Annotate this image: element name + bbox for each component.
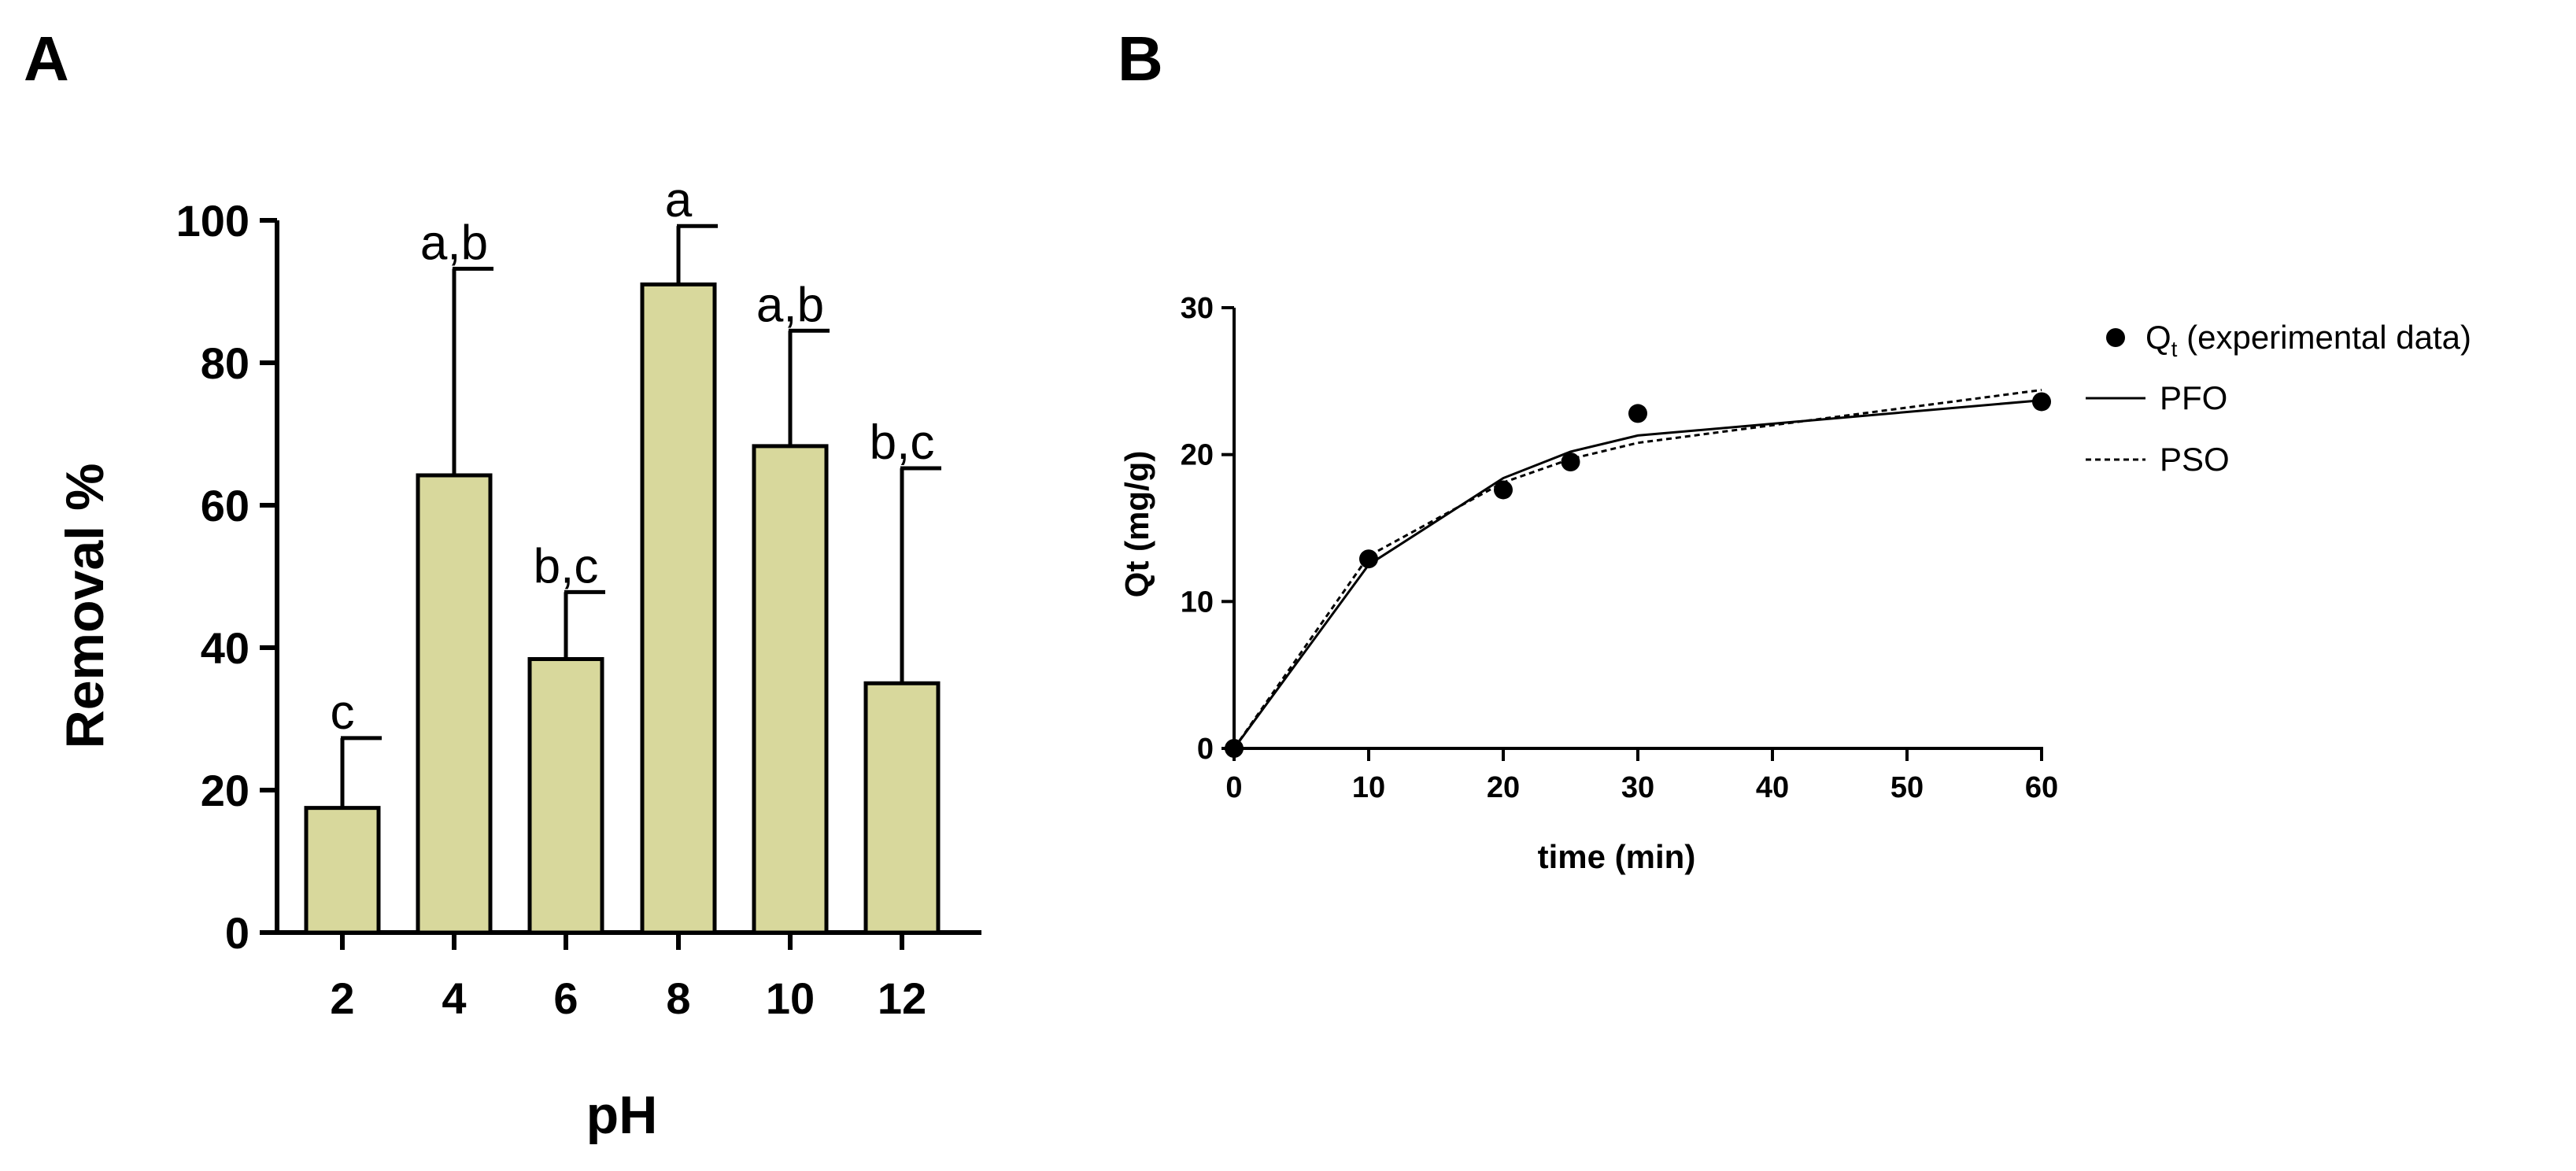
chart-b-legend: Qt (experimental data) PFO PSO <box>2086 319 2471 478</box>
chart-a-significance-label: b,c <box>534 539 599 593</box>
panel-b-letter: B <box>1118 24 1163 94</box>
chart-b-y-axis-title: Qt (mg/g) <box>1118 451 1155 598</box>
chart-a-bar-ph-8 <box>640 282 717 935</box>
chart-b-experimental-point <box>1628 404 1647 423</box>
chart-b-x-tick-label: 60 <box>2025 771 2058 804</box>
chart-a-y-tick-label: 40 <box>201 623 249 673</box>
chart-a-y-tick-label: 100 <box>176 196 249 246</box>
chart-a-y-tick-label: 20 <box>201 766 249 815</box>
legend-experimental-label: Qt (experimental data) <box>2145 319 2471 361</box>
chart-a-x-axis-title: pH <box>586 1085 658 1145</box>
chart-a-bar-ph-10 <box>752 444 829 935</box>
chart-b-x-tick-label: 10 <box>1352 771 1385 804</box>
chart-b-y-tick-label: 10 <box>1181 586 1214 619</box>
chart-b-x-tick-label: 50 <box>1890 771 1924 804</box>
chart-a-significance-label: a,b <box>756 278 824 332</box>
chart-b-kinetics: 0 10 20 30 0 10 20 30 40 50 60 <box>1181 292 2058 804</box>
chart-a-removal-vs-ph: 0 20 40 60 80 100 2 c 4 a,b 6 b,c 8 a 10 a,b 12 b,c <box>176 173 981 1023</box>
panel-a-letter: A <box>24 24 69 94</box>
chart-b-x-tick-label: 20 <box>1487 771 1520 804</box>
chart-a-x-tick-label: 10 <box>766 973 815 1023</box>
chart-a-y-tick-label: 0 <box>225 908 249 958</box>
chart-a-x-tick-label: 8 <box>666 973 690 1023</box>
chart-a-y-axis-title: Removal % <box>55 464 115 749</box>
chart-b-pso-line <box>1233 389 2042 749</box>
chart-b-y-tick-label: 30 <box>1181 292 1214 325</box>
chart-a-bar-ph-6 <box>527 656 604 935</box>
chart-b-x-tick-label: 40 <box>1756 771 1789 804</box>
legend-pfo-label: PFO <box>2160 379 2227 416</box>
chart-a-x-tick-label: 12 <box>878 973 926 1023</box>
chart-a-x-tick-label: 4 <box>442 973 466 1023</box>
legend-pso-label: PSO <box>2160 441 2230 478</box>
chart-b-x-axis-title: time (min) <box>1538 838 1696 875</box>
chart-a-y-tick-label: 60 <box>201 481 249 530</box>
chart-a-significance-label: b,c <box>870 416 935 470</box>
chart-a-x-tick-label: 2 <box>330 973 354 1023</box>
chart-a-significance-label: a,b <box>420 216 488 271</box>
chart-b-y-tick-label: 0 <box>1197 733 1214 766</box>
chart-a-significance-label: c <box>331 685 355 740</box>
chart-a-x-tick-label: 6 <box>553 973 578 1023</box>
chart-b-pfo-line <box>1233 399 2042 749</box>
chart-a-bar-ph-2 <box>304 806 381 935</box>
legend-experimental-marker <box>2106 328 2125 347</box>
chart-a-significance-label: a <box>665 173 693 227</box>
chart-a-bar-ph-12 <box>863 681 941 935</box>
chart-b-x-tick-label: 0 <box>1225 771 1242 804</box>
chart-a-bar-ph-4 <box>416 473 493 935</box>
chart-a-y-tick-label: 80 <box>201 338 249 388</box>
chart-b-experimental-point <box>2032 392 2051 412</box>
chart-b-x-tick-label: 30 <box>1621 771 1654 804</box>
chart-b-y-tick-label: 20 <box>1181 439 1214 472</box>
